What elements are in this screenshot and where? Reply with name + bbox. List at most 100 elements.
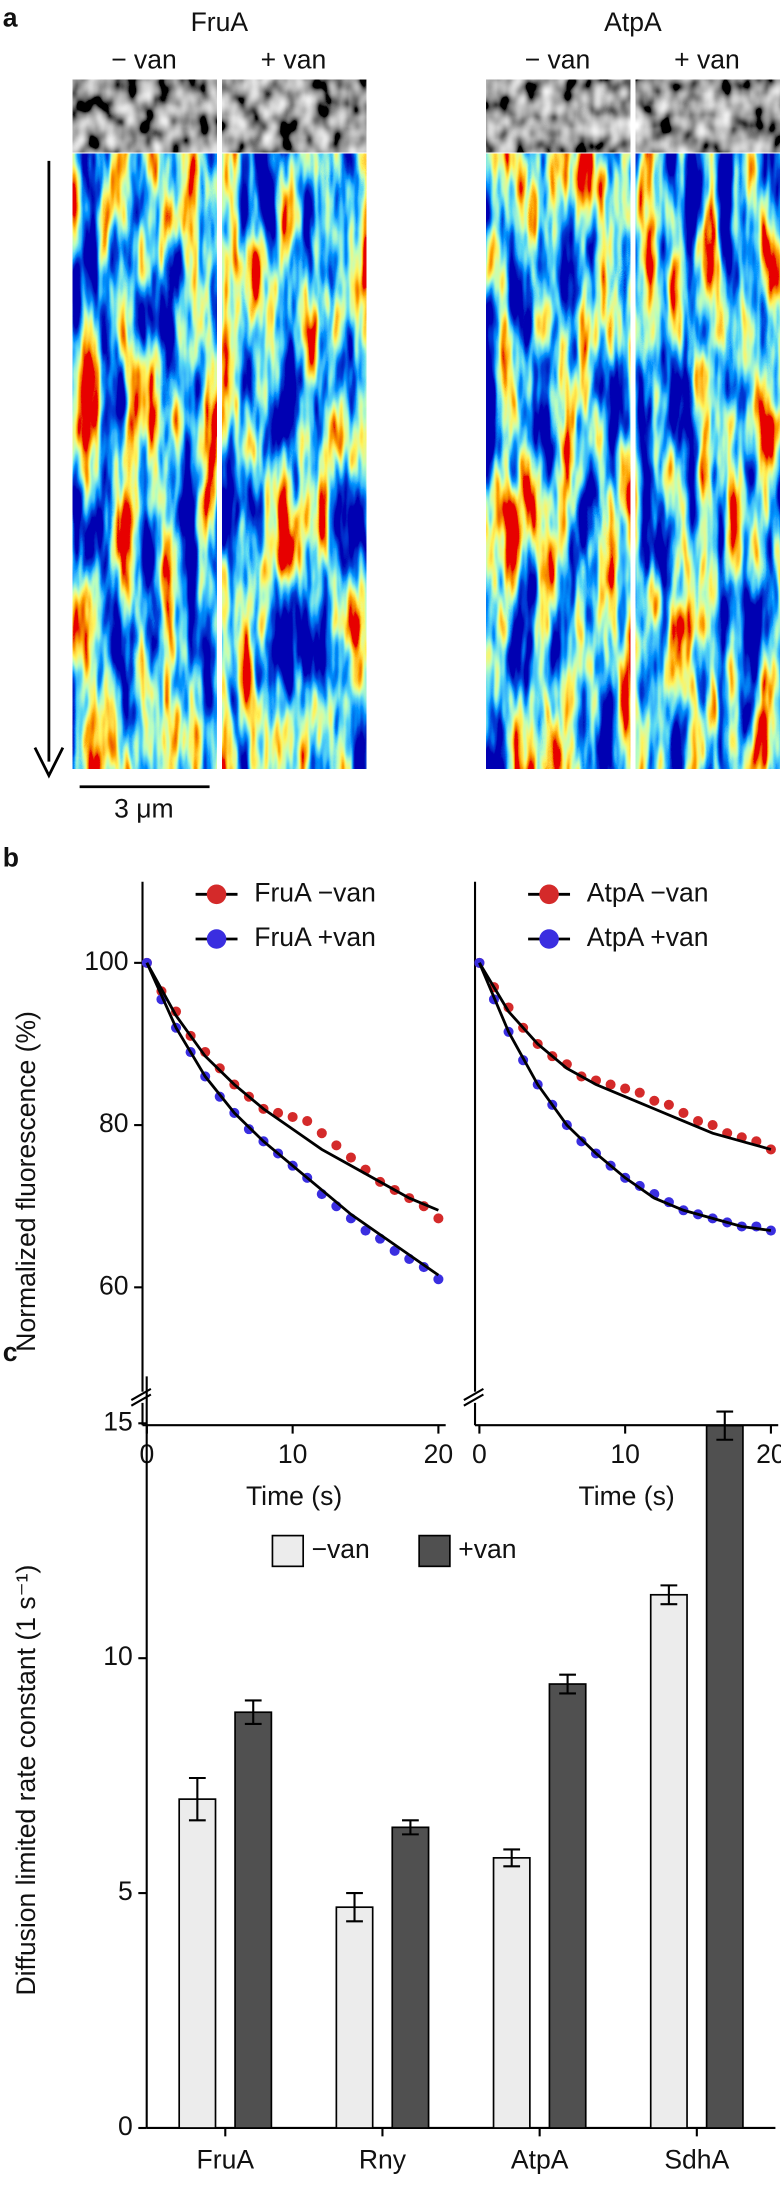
panel-label: c [3,1337,18,1367]
legend-label: +van [458,1534,516,1564]
data-point [693,1116,704,1127]
cell-image [635,79,780,153]
legend-marker [206,929,227,949]
y-tick-label: 60 [99,1270,129,1300]
axis-break-gap [463,1391,484,1403]
group-title: AtpA [604,7,662,37]
legend-label: AtpA +van [587,922,709,952]
data-point [765,1144,776,1155]
condition-label: + van [261,45,327,75]
legend-label: FruA +van [254,922,376,952]
y-tick-label: 5 [118,1876,133,1906]
data-point [649,1095,660,1106]
data-point [360,1225,371,1236]
error-bar [188,1776,206,1822]
panel-label: a [3,3,18,33]
x-tick-label: FruA [197,2145,255,2175]
data-point [331,1140,342,1151]
bar [649,1593,688,2129]
data-point [273,1107,284,1118]
y-tick-label: 0 [118,2111,133,2141]
legend-swatch [418,1534,451,1568]
legend-swatch [271,1534,305,1568]
error-bar [716,1410,734,1441]
x-tick-label: 10 [610,1439,640,1469]
x-tick-label: 10 [278,1439,308,1469]
kymograph [222,153,367,769]
bar [492,1857,531,2129]
x-axis-title: Time (s) [246,1481,342,1511]
cell-image [222,79,367,153]
fit-line [145,962,440,1277]
error-bar [244,1699,262,1726]
x-tick-label: 0 [472,1439,487,1469]
condition-label: + van [674,45,740,75]
kymograph [72,153,217,769]
y-tick-label: 80 [99,1108,129,1138]
data-point [605,1079,616,1090]
bar [391,1826,430,2129]
fit-line [145,962,439,1212]
error-bar [559,1673,576,1695]
data-point [678,1107,689,1118]
legend-marker [206,884,227,905]
x-tick-label: 20 [756,1439,781,1469]
scale-bar-label: 3 μm [114,793,174,823]
y-tick-label: 15 [103,1406,133,1436]
data-point [214,1063,225,1074]
bar [234,1711,273,2129]
group-title: FruA [191,7,249,37]
x-tick-label: Rny [359,2145,407,2175]
error-bar [402,1819,419,1836]
data-point [287,1111,298,1123]
bar [705,1424,744,2129]
x-tick-label: AtpA [511,2145,569,2175]
data-point [389,1245,400,1256]
x-tick-label: 20 [424,1439,454,1469]
y-axis-title: Diffusion limited rate constant (1 s⁻¹) [11,1565,41,1996]
x-axis-title: Time (s) [578,1481,674,1511]
data-point [634,1087,645,1098]
legend-marker [539,929,559,949]
data-point [243,1124,254,1135]
data-point [707,1120,718,1131]
kymograph [635,153,780,769]
bar [335,1906,374,2129]
y-tick-label: 10 [103,1641,133,1671]
error-bar [660,1584,678,1606]
axis-break [463,1387,484,1401]
y-axis-title: Normalized fluorescence (%) [11,1011,41,1352]
x-tick-label: SdhA [664,2145,729,2175]
data-point [433,1274,444,1285]
legend-marker [539,884,559,905]
bar [178,1798,217,2129]
data-point [576,1136,587,1147]
data-point [765,1225,776,1236]
error-bar [346,1892,363,1923]
axis-break-gap [131,1391,151,1403]
condition-label: − van [111,45,177,75]
data-point [433,1213,444,1224]
fit-line [478,962,772,1151]
data-point [302,1116,313,1127]
axis-break [463,1393,484,1407]
error-bar [503,1848,521,1868]
data-point [345,1152,356,1163]
data-point [316,1128,327,1139]
legend-label: AtpA −van [587,877,709,907]
panel-label: b [3,842,19,872]
fit-line [478,962,772,1232]
y-tick-label: 100 [84,946,128,976]
legend-label: FruA −van [254,877,376,907]
time-arrow-head [33,746,65,779]
cell-image [72,79,217,153]
cell-image [486,79,631,153]
kymograph [486,153,631,769]
legend-label: −van [312,1534,370,1564]
data-point [663,1099,674,1110]
bar [548,1683,587,2129]
condition-label: − van [525,45,591,75]
data-point [620,1083,631,1094]
